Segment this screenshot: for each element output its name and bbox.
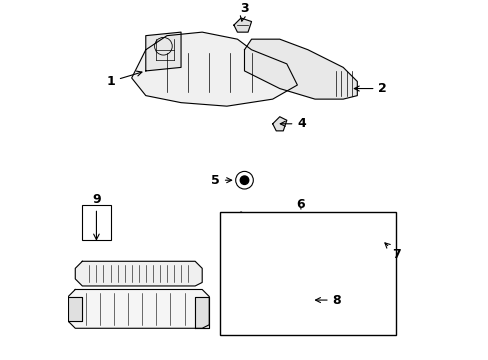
- Text: 6: 6: [296, 198, 305, 211]
- Polygon shape: [75, 261, 202, 286]
- Polygon shape: [251, 219, 265, 233]
- Polygon shape: [131, 32, 297, 106]
- Text: 5: 5: [211, 174, 231, 187]
- Text: 9: 9: [92, 193, 101, 206]
- Polygon shape: [304, 293, 318, 307]
- Polygon shape: [68, 289, 209, 328]
- Polygon shape: [371, 219, 388, 247]
- Text: 4: 4: [280, 117, 305, 130]
- Polygon shape: [262, 240, 360, 268]
- Polygon shape: [233, 18, 251, 32]
- Polygon shape: [145, 32, 181, 71]
- Text: 3: 3: [240, 1, 248, 21]
- Polygon shape: [244, 39, 357, 99]
- Bar: [82, 205, 110, 240]
- Text: 7: 7: [384, 243, 401, 261]
- Polygon shape: [195, 297, 209, 328]
- Polygon shape: [233, 212, 247, 226]
- Circle shape: [240, 176, 248, 184]
- Text: 8: 8: [315, 293, 341, 307]
- Text: 1: 1: [106, 71, 142, 88]
- Text: 2: 2: [354, 82, 386, 95]
- Polygon shape: [68, 297, 82, 321]
- Bar: [220, 212, 395, 335]
- Polygon shape: [230, 219, 276, 314]
- Polygon shape: [272, 117, 286, 131]
